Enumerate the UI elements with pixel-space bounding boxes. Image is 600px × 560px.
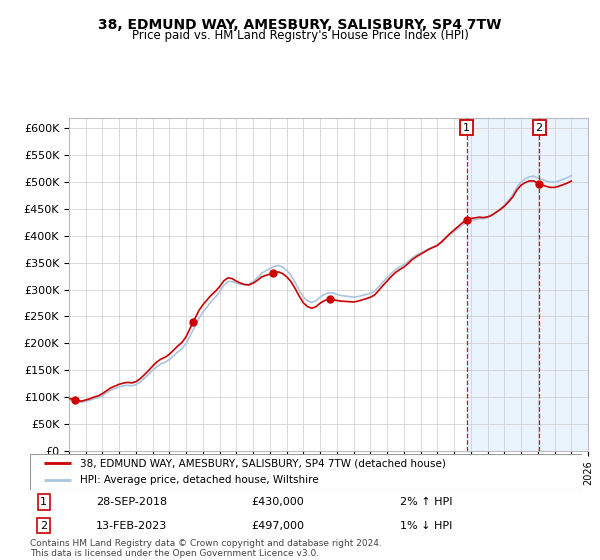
Text: 2% ↑ HPI: 2% ↑ HPI (400, 497, 452, 507)
Text: HPI: Average price, detached house, Wiltshire: HPI: Average price, detached house, Wilt… (80, 475, 319, 485)
Text: Price paid vs. HM Land Registry's House Price Index (HPI): Price paid vs. HM Land Registry's House … (131, 29, 469, 42)
Text: 1: 1 (463, 123, 470, 133)
Text: 28-SEP-2018: 28-SEP-2018 (96, 497, 167, 507)
Text: 1% ↓ HPI: 1% ↓ HPI (400, 521, 452, 530)
Bar (467, 118, 588, 451)
Text: 38, EDMUND WAY, AMESBURY, SALISBURY, SP4 7TW (detached house): 38, EDMUND WAY, AMESBURY, SALISBURY, SP4… (80, 459, 446, 468)
Text: 2: 2 (40, 521, 47, 530)
Text: 38, EDMUND WAY, AMESBURY, SALISBURY, SP4 7TW: 38, EDMUND WAY, AMESBURY, SALISBURY, SP4… (98, 18, 502, 32)
FancyBboxPatch shape (30, 454, 582, 490)
Text: 13-FEB-2023: 13-FEB-2023 (96, 521, 167, 530)
Text: £430,000: £430,000 (251, 497, 304, 507)
Text: £497,000: £497,000 (251, 521, 304, 530)
Text: Contains HM Land Registry data © Crown copyright and database right 2024.
This d: Contains HM Land Registry data © Crown c… (30, 539, 382, 558)
Text: 1: 1 (40, 497, 47, 507)
Text: 2: 2 (536, 123, 543, 133)
